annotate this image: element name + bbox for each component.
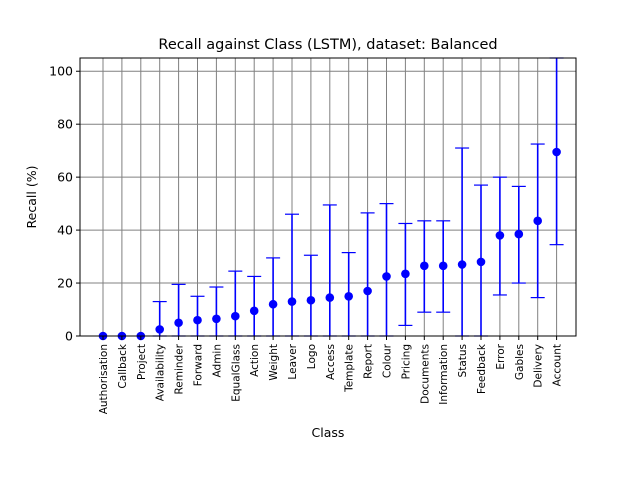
x-tick-label: Leaver [287, 343, 299, 379]
data-point [363, 286, 372, 296]
x-tick-label: Colour [382, 343, 394, 378]
y-tick-label: 40 [57, 223, 73, 238]
data-point [193, 315, 202, 325]
data-point [325, 293, 335, 302]
x-tick-label: Admin [211, 344, 223, 377]
x-tick-label: Authorisation [98, 344, 110, 414]
data-point [212, 314, 221, 324]
chart-title: Recall against Class (LSTM), dataset: Ba… [158, 37, 497, 53]
x-tick-label: Information [438, 344, 450, 405]
x-tick-label: Feedback [476, 343, 488, 394]
x-tick-label: Error [495, 343, 507, 369]
x-tick-label: Weight [268, 344, 280, 381]
data-point [174, 318, 183, 328]
data-point [268, 299, 278, 309]
x-tick-label: Delivery [533, 344, 545, 388]
data-point [306, 295, 316, 305]
data-point [231, 311, 240, 321]
x-tick-label: Access [325, 344, 337, 380]
data-point [420, 261, 429, 271]
y-axis-label: Recall (%) [24, 166, 39, 229]
data-points [98, 147, 561, 341]
x-tick-label: Gables [514, 344, 526, 380]
y-tick-label: 20 [57, 276, 73, 291]
data-point [249, 306, 259, 316]
data-point [382, 272, 391, 281]
x-tick-label: Report [363, 344, 375, 379]
data-point [401, 269, 410, 279]
x-tick-label: Project [136, 344, 148, 380]
y-tick-label: 100 [49, 64, 73, 79]
y-tick-label: 60 [57, 170, 73, 185]
x-tick-label: Reminder [174, 343, 186, 394]
x-tick-label: Logo [306, 344, 318, 369]
error-bars [152, 57, 564, 337]
y-tick-label: 80 [57, 117, 73, 132]
x-tick-label: EqualGlass [230, 344, 242, 402]
plot-background [80, 58, 576, 336]
data-point [552, 147, 561, 157]
x-tick-label: Callback [117, 343, 129, 388]
data-point [514, 229, 524, 239]
data-point [155, 325, 164, 334]
x-tick-label: Forward [193, 344, 205, 386]
data-point [495, 231, 505, 240]
data-point [533, 216, 542, 226]
x-tick-label: Action [249, 344, 261, 377]
x-tick-label: Documents [419, 344, 431, 404]
y-tick-label: 0 [65, 329, 73, 344]
x-tick-label: Status [457, 344, 469, 377]
x-axis-label: Class [312, 425, 345, 440]
data-point [438, 261, 448, 271]
x-tick-label: Account [552, 344, 564, 386]
x-tick-label: Pricing [400, 344, 412, 379]
data-point [287, 297, 297, 306]
data-point [457, 260, 467, 269]
plot-frame [79, 57, 577, 337]
x-axis-ticks: Authorisation Callback Project Availability… [98, 336, 564, 414]
x-tick-label: Availability [155, 344, 167, 401]
x-tick-label: Template [344, 344, 356, 393]
y-axis-ticks: 0 20 40 60 80 100 [49, 64, 80, 344]
data-point [344, 291, 354, 301]
data-point [476, 257, 486, 267]
